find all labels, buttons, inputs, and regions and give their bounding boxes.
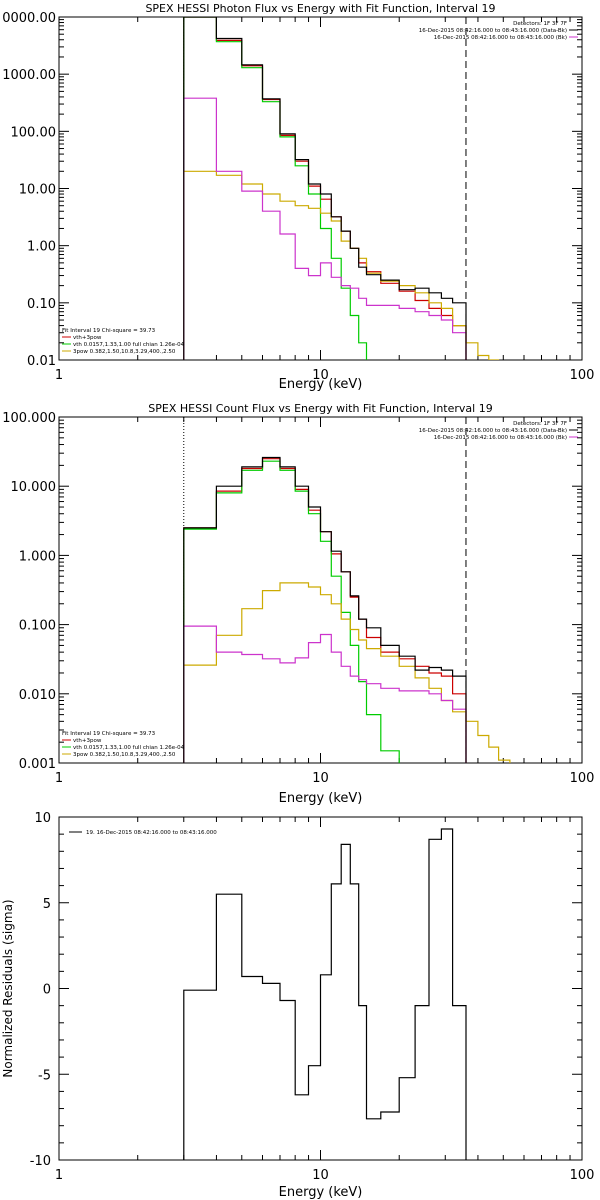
count-flux-panel: SPEX HESSI Count Flux vs Energy with Fit… (2, 402, 595, 806)
legend-entry: Detectors: 1F 3F 7F (513, 421, 567, 427)
series-line (183, 456, 467, 763)
y-tick-label: 0 (43, 983, 51, 998)
series-line (183, 17, 467, 360)
x-tick-label: 10 (312, 368, 329, 383)
x-axis-label: Energy (keV) (279, 791, 363, 806)
x-tick-label: 100 (570, 1168, 595, 1183)
y-tick-label: 0.01 (27, 354, 56, 369)
legend-entry: 3pow 0.382,1.50,10.8,3.29,400.,2.50 (73, 752, 176, 758)
y-tick-label: 1.000 (19, 549, 56, 564)
series-group (183, 17, 500, 360)
y-tick-label: 5 (43, 897, 51, 912)
legend-entry: 3pow 0.382,1.50,10.8,3.29,400.,2.50 (73, 349, 176, 355)
chart-title: SPEX HESSI Count Flux vs Energy with Fit… (148, 402, 492, 415)
x-tick-label: 1 (55, 1168, 63, 1183)
x-axis-ticks: 1 10 100 (55, 17, 595, 383)
legend-entry: vth 0.0157,1.33,1.00 full chian 1.26e-04 (73, 745, 185, 751)
series-line (183, 170, 500, 360)
y-tick-label: 0000.00 (2, 11, 56, 26)
x-axis-ticks: 1 10 100 (55, 817, 595, 1183)
legend-entry: vth 0.0157,1.33,1.00 full chian 1.26e-04 (73, 342, 185, 348)
y-axis-ticks: 0.001 0.010 0.100 1.000 10.000 100.000 (2, 411, 582, 772)
series-line (183, 97, 467, 360)
legend-entry: Fit Interval 19 Chi-square = 39.73 (62, 731, 156, 737)
legend-entry: 16-Dec-2015 08:42:16.000 to 08:43:16.000… (434, 35, 567, 41)
x-axis-ticks: 1 10 100 (55, 417, 595, 786)
x-axis-label: Energy (keV) (279, 377, 363, 392)
legend-entry: 16-Dec-2015 08:42:16.000 to 08:43:16.000… (419, 428, 567, 434)
y-tick-label: 0.10 (27, 297, 56, 312)
y-axis-label: Normalized Residuals (sigma) (1, 899, 15, 1077)
x-tick-label: 1 (55, 771, 63, 786)
x-tick-label: 100 (570, 368, 595, 383)
legend-bottom: Fit Interval 19 Chi-square = 39.73vth+3p… (62, 328, 185, 355)
y-tick-label: 0.100 (19, 619, 56, 634)
y-tick-label: 1.00 (27, 240, 56, 255)
y-tick-label: -10 (30, 1154, 51, 1169)
y-axis-ticks: 0.01 0.10 1.00 10.00 100.00 1000.00 0000.00 (2, 11, 582, 369)
series-line (183, 582, 511, 763)
y-tick-label: 1000.00 (2, 68, 56, 83)
chart-title: SPEX HESSI Photon Flux vs Energy with Fi… (145, 2, 495, 15)
series-group (183, 828, 467, 1160)
x-tick-label: 10 (312, 1168, 329, 1183)
series-line (183, 17, 368, 360)
y-tick-label: 10.000 (11, 480, 57, 495)
legend-bottom: Fit Interval 19 Chi-square = 39.73vth+3p… (62, 731, 185, 758)
y-tick-label: 0.001 (19, 757, 56, 772)
legend-entry: Detectors: 1F 3F 7F (513, 21, 567, 27)
legend-entry: 16-Dec-2015 08:42:16.000 to 08:43:16.000… (419, 28, 567, 34)
x-tick-label: 1 (55, 368, 63, 383)
series-group (183, 456, 511, 763)
legend-entry: vth+3pow (73, 335, 102, 341)
y-tick-label: 10 (34, 811, 51, 826)
photon-flux-panel: SPEX HESSI Photon Flux vs Energy with Fi… (2, 2, 595, 392)
legend-top: 19. 16-Dec-2015 08:42:16.000 to 08:43:16… (69, 830, 217, 836)
y-axis-ticks: -10 -5 0 5 10 (30, 811, 582, 1169)
y-tick-label: 100.000 (2, 411, 56, 426)
x-tick-label: 100 (570, 771, 595, 786)
x-axis-label: Energy (keV) (279, 1185, 363, 1200)
y-tick-label: -5 (38, 1068, 51, 1083)
legend-entry: 19. 16-Dec-2015 08:42:16.000 to 08:43:16… (86, 830, 217, 836)
y-tick-label: 0.010 (19, 688, 56, 703)
y-tick-label: 10.00 (19, 183, 56, 198)
series-line (183, 625, 467, 763)
legend-entry: Fit Interval 19 Chi-square = 39.73 (62, 328, 156, 334)
series-line (183, 828, 467, 1160)
legend-entry: vth+3pow (73, 738, 102, 744)
residuals-panel: 1 10 100 -10 -5 0 5 10 Energy (keV) Normalized Re… (1, 811, 594, 1200)
x-tick-label: 10 (312, 771, 329, 786)
legend-entry: 16-Dec-2015 08:42:16.000 to 08:43:16.000… (434, 435, 567, 441)
y-tick-label: 100.00 (11, 125, 57, 140)
